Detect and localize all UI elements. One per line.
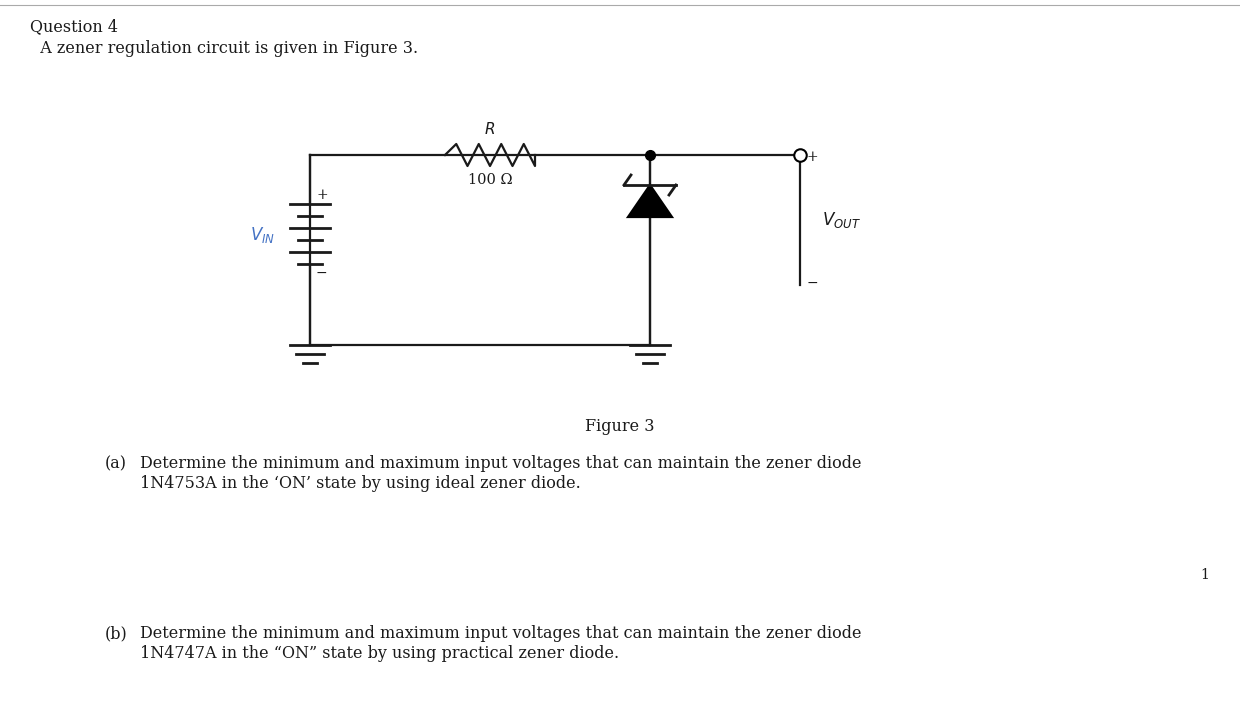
Text: (b): (b) (105, 625, 128, 642)
Text: $R$: $R$ (485, 121, 496, 137)
Text: Figure 3: Figure 3 (585, 418, 655, 435)
Text: +: + (807, 150, 818, 164)
Polygon shape (627, 185, 672, 217)
Text: Determine the minimum and maximum input voltages that can maintain the zener dio: Determine the minimum and maximum input … (140, 625, 862, 642)
Text: −: − (807, 276, 818, 290)
Text: 100 Ω: 100 Ω (467, 173, 512, 187)
Text: 1N4753A in the ‘ON’ state by using ideal zener diode.: 1N4753A in the ‘ON’ state by using ideal… (140, 475, 580, 492)
Text: A zener regulation circuit is given in Figure 3.: A zener regulation circuit is given in F… (30, 40, 418, 57)
Text: Determine the minimum and maximum input voltages that can maintain the zener dio: Determine the minimum and maximum input … (140, 455, 862, 472)
Text: −: − (316, 266, 327, 280)
Text: $V_{OUT}$: $V_{OUT}$ (822, 210, 861, 230)
Text: +: + (316, 188, 327, 202)
Text: (a): (a) (105, 455, 126, 472)
Text: Question 4: Question 4 (30, 18, 118, 35)
Text: $V_{IN}$: $V_{IN}$ (250, 225, 275, 245)
Text: 1N4747A in the “ON” state by using practical zener diode.: 1N4747A in the “ON” state by using pract… (140, 645, 619, 662)
Text: 1: 1 (1200, 568, 1209, 582)
